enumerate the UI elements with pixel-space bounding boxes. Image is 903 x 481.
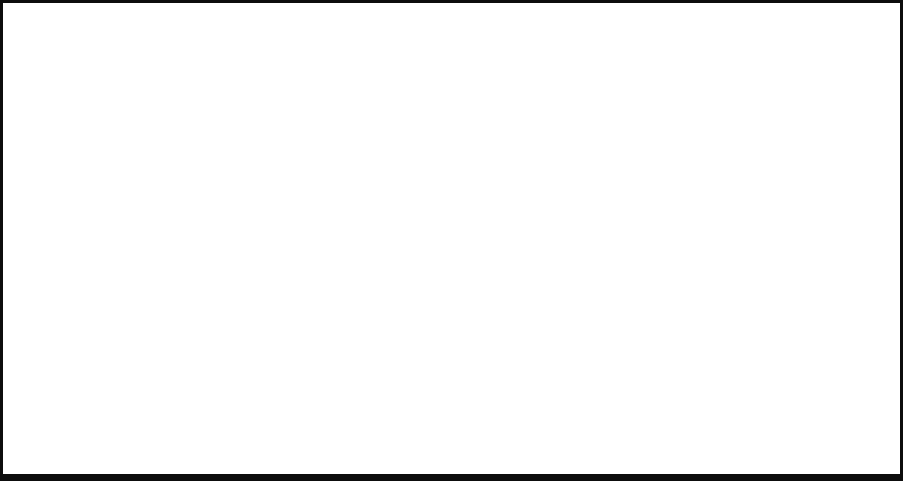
chart-screenshot: 0200400600800100012001400 10/05/2022/05/… [0, 0, 903, 481]
chart-frame [0, 0, 903, 481]
